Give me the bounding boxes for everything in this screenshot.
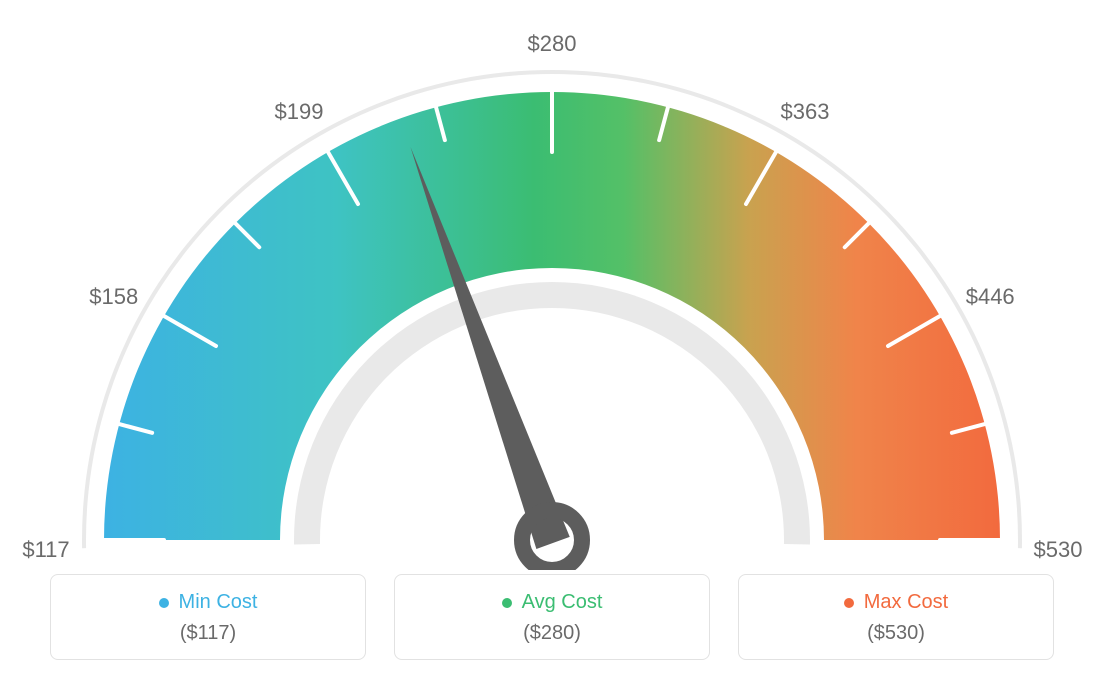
dot-icon bbox=[159, 598, 169, 608]
legend-card-avg: Avg Cost ($280) bbox=[394, 574, 710, 660]
gauge-tick-label: $280 bbox=[528, 31, 577, 57]
legend-label: Max Cost bbox=[864, 591, 948, 614]
legend-value-max: ($530) bbox=[739, 622, 1053, 645]
legend-card-min: Min Cost ($117) bbox=[50, 574, 366, 660]
legend-row: Min Cost ($117) Avg Cost ($280) Max Cost… bbox=[50, 574, 1054, 660]
chart-container: $117 $158 $199 $280 $363 $446 $530 Min Cost ($… bbox=[0, 0, 1104, 690]
legend-card-max: Max Cost ($530) bbox=[738, 574, 1054, 660]
gauge-tick-label: $363 bbox=[781, 99, 830, 125]
legend-value-min: ($117) bbox=[51, 622, 365, 645]
gauge-tick-label: $117 bbox=[22, 537, 69, 563]
dot-icon bbox=[502, 598, 512, 608]
gauge: $117 $158 $199 $280 $363 $446 $530 bbox=[0, 10, 1104, 570]
gauge-tick-label: $158 bbox=[89, 284, 138, 310]
gauge-tick-label: $199 bbox=[275, 99, 324, 125]
legend-label: Avg Cost bbox=[522, 591, 603, 614]
legend-label: Min Cost bbox=[179, 591, 258, 614]
dot-icon bbox=[844, 598, 854, 608]
legend-title-avg: Avg Cost bbox=[502, 591, 603, 614]
gauge-tick-label: $446 bbox=[966, 284, 1015, 310]
legend-value-avg: ($280) bbox=[395, 622, 709, 645]
gauge-tick-label: $530 bbox=[1034, 537, 1083, 563]
legend-title-min: Min Cost bbox=[159, 591, 258, 614]
legend-title-max: Max Cost bbox=[844, 591, 948, 614]
gauge-svg bbox=[0, 10, 1104, 570]
